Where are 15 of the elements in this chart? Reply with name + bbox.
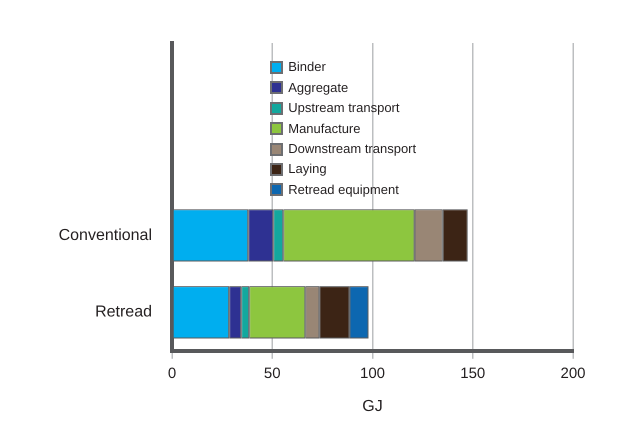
- x-tick-label: 150: [460, 364, 486, 382]
- y-tick-label: Retread: [95, 304, 152, 321]
- x-tick-label: 100: [360, 364, 386, 382]
- legend-label: Laying: [288, 160, 327, 178]
- x-axis-title: GJ: [362, 398, 383, 415]
- legend-label: Aggregate: [288, 78, 348, 97]
- legend-label: Manufacture: [288, 120, 360, 138]
- legend-label: Retread equipment: [288, 180, 399, 199]
- legend-label: Binder: [288, 58, 326, 76]
- x-tick-label: 200: [560, 364, 586, 382]
- legend-label: Upstream transport: [288, 99, 400, 118]
- x-tick-label: 0: [168, 364, 176, 382]
- x-tick-label: 50: [264, 364, 281, 382]
- y-tick-label: Conventional: [58, 226, 152, 244]
- legend-label: Downstream transport: [288, 140, 416, 158]
